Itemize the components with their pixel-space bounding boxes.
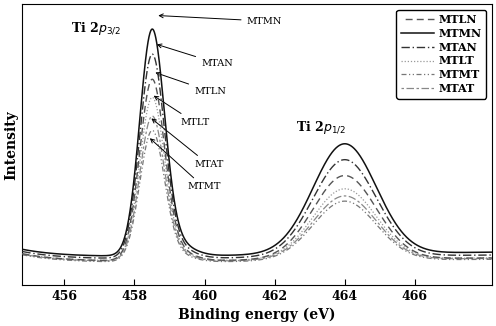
X-axis label: Binding energy (eV): Binding energy (eV) [179,307,336,322]
Legend: MTLN, MTMN, MTAN, MTLT, MTMT, MTAT: MTLN, MTMN, MTAN, MTLT, MTMT, MTAT [396,10,486,98]
Text: MTLN: MTLN [156,72,226,96]
Y-axis label: Intensity: Intensity [4,110,18,180]
Text: MTAN: MTAN [158,44,233,68]
Text: MTAT: MTAT [152,119,223,169]
Text: Ti 2$p_{3/2}$: Ti 2$p_{3/2}$ [71,21,121,37]
Text: MTMN: MTMN [159,14,282,25]
Text: Ti 2$p_{1/2}$: Ti 2$p_{1/2}$ [296,119,345,136]
Text: MTMT: MTMT [151,139,221,191]
Text: MTLT: MTLT [155,96,209,127]
